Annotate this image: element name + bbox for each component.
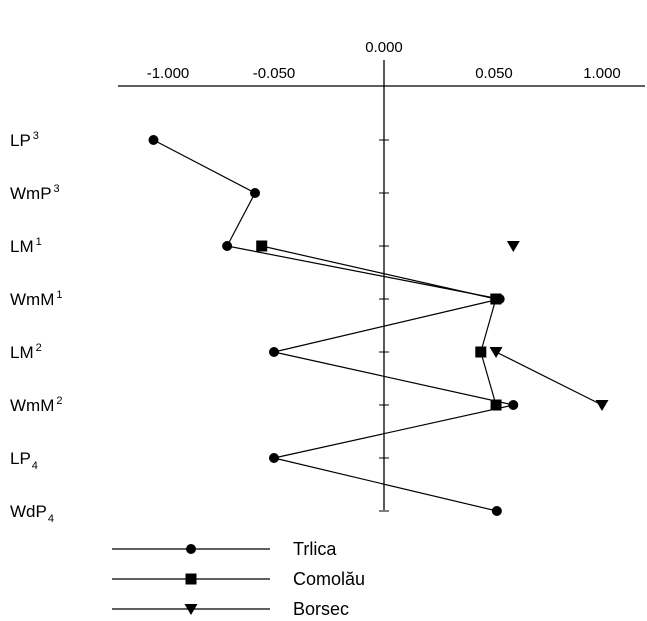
category-label: LM 1 [10, 236, 42, 256]
comol-u-point [490, 399, 502, 411]
trlica-segment [273, 351, 514, 406]
trlica-point [148, 135, 159, 145]
x-tick-label: -0.050 [253, 65, 296, 82]
comol-u-segment [480, 351, 497, 406]
series-lines [153, 139, 603, 512]
x-tick-label: -1.000 [147, 65, 190, 82]
labels: -1.000 -0.050 0.000 0.050 1.000 LP 3 WmP 3 LM 1 WmM… [10, 39, 621, 525]
x-tick-label: 1.000 [583, 65, 621, 82]
trlica-point [508, 400, 519, 410]
trlica-segment [273, 404, 514, 459]
legend-marker-borsec [184, 604, 198, 615]
series-markers [148, 135, 609, 516]
borsec-segment [495, 351, 603, 406]
comol-u-point [256, 240, 268, 252]
borsec-point [595, 400, 609, 411]
trlica-point [269, 347, 279, 357]
x-tick-label: 0.050 [475, 65, 513, 82]
trlica-point [222, 241, 233, 251]
legend-label-borsec: Borsec [293, 599, 349, 619]
category-label: WmM 1 [10, 289, 63, 309]
category-label: WdP4 [10, 502, 54, 525]
legend-marker-trlica [186, 544, 196, 554]
category-label: WmM 2 [10, 395, 63, 415]
trlica-segment [273, 457, 497, 512]
category-label: LP4 [10, 449, 38, 472]
category-label: WmP 3 [10, 183, 60, 203]
trlica-segment [273, 298, 500, 353]
trlica-point [491, 506, 502, 516]
x-tick-label: 0.000 [365, 39, 403, 56]
trlica-segment [226, 192, 256, 247]
legend-label-comol-u: Comolău [293, 569, 365, 589]
trlica-point [250, 188, 261, 198]
comol-u-segment [480, 298, 497, 353]
legend-label-trlica: Trlica [293, 539, 337, 559]
axes [118, 60, 645, 512]
borsec-point [489, 347, 503, 358]
borsec-point [506, 241, 520, 252]
trlica-segment [153, 139, 256, 194]
legend-marker-comol-u [185, 573, 197, 585]
category-label: LP 3 [10, 130, 39, 150]
comol-u-segment [261, 245, 496, 300]
legend: Trlica Comolău Borsec [112, 539, 365, 619]
trlica-point [269, 453, 279, 463]
comol-u-point [475, 346, 487, 358]
comol-u-point [490, 293, 502, 305]
category-label: LM 2 [10, 342, 42, 362]
